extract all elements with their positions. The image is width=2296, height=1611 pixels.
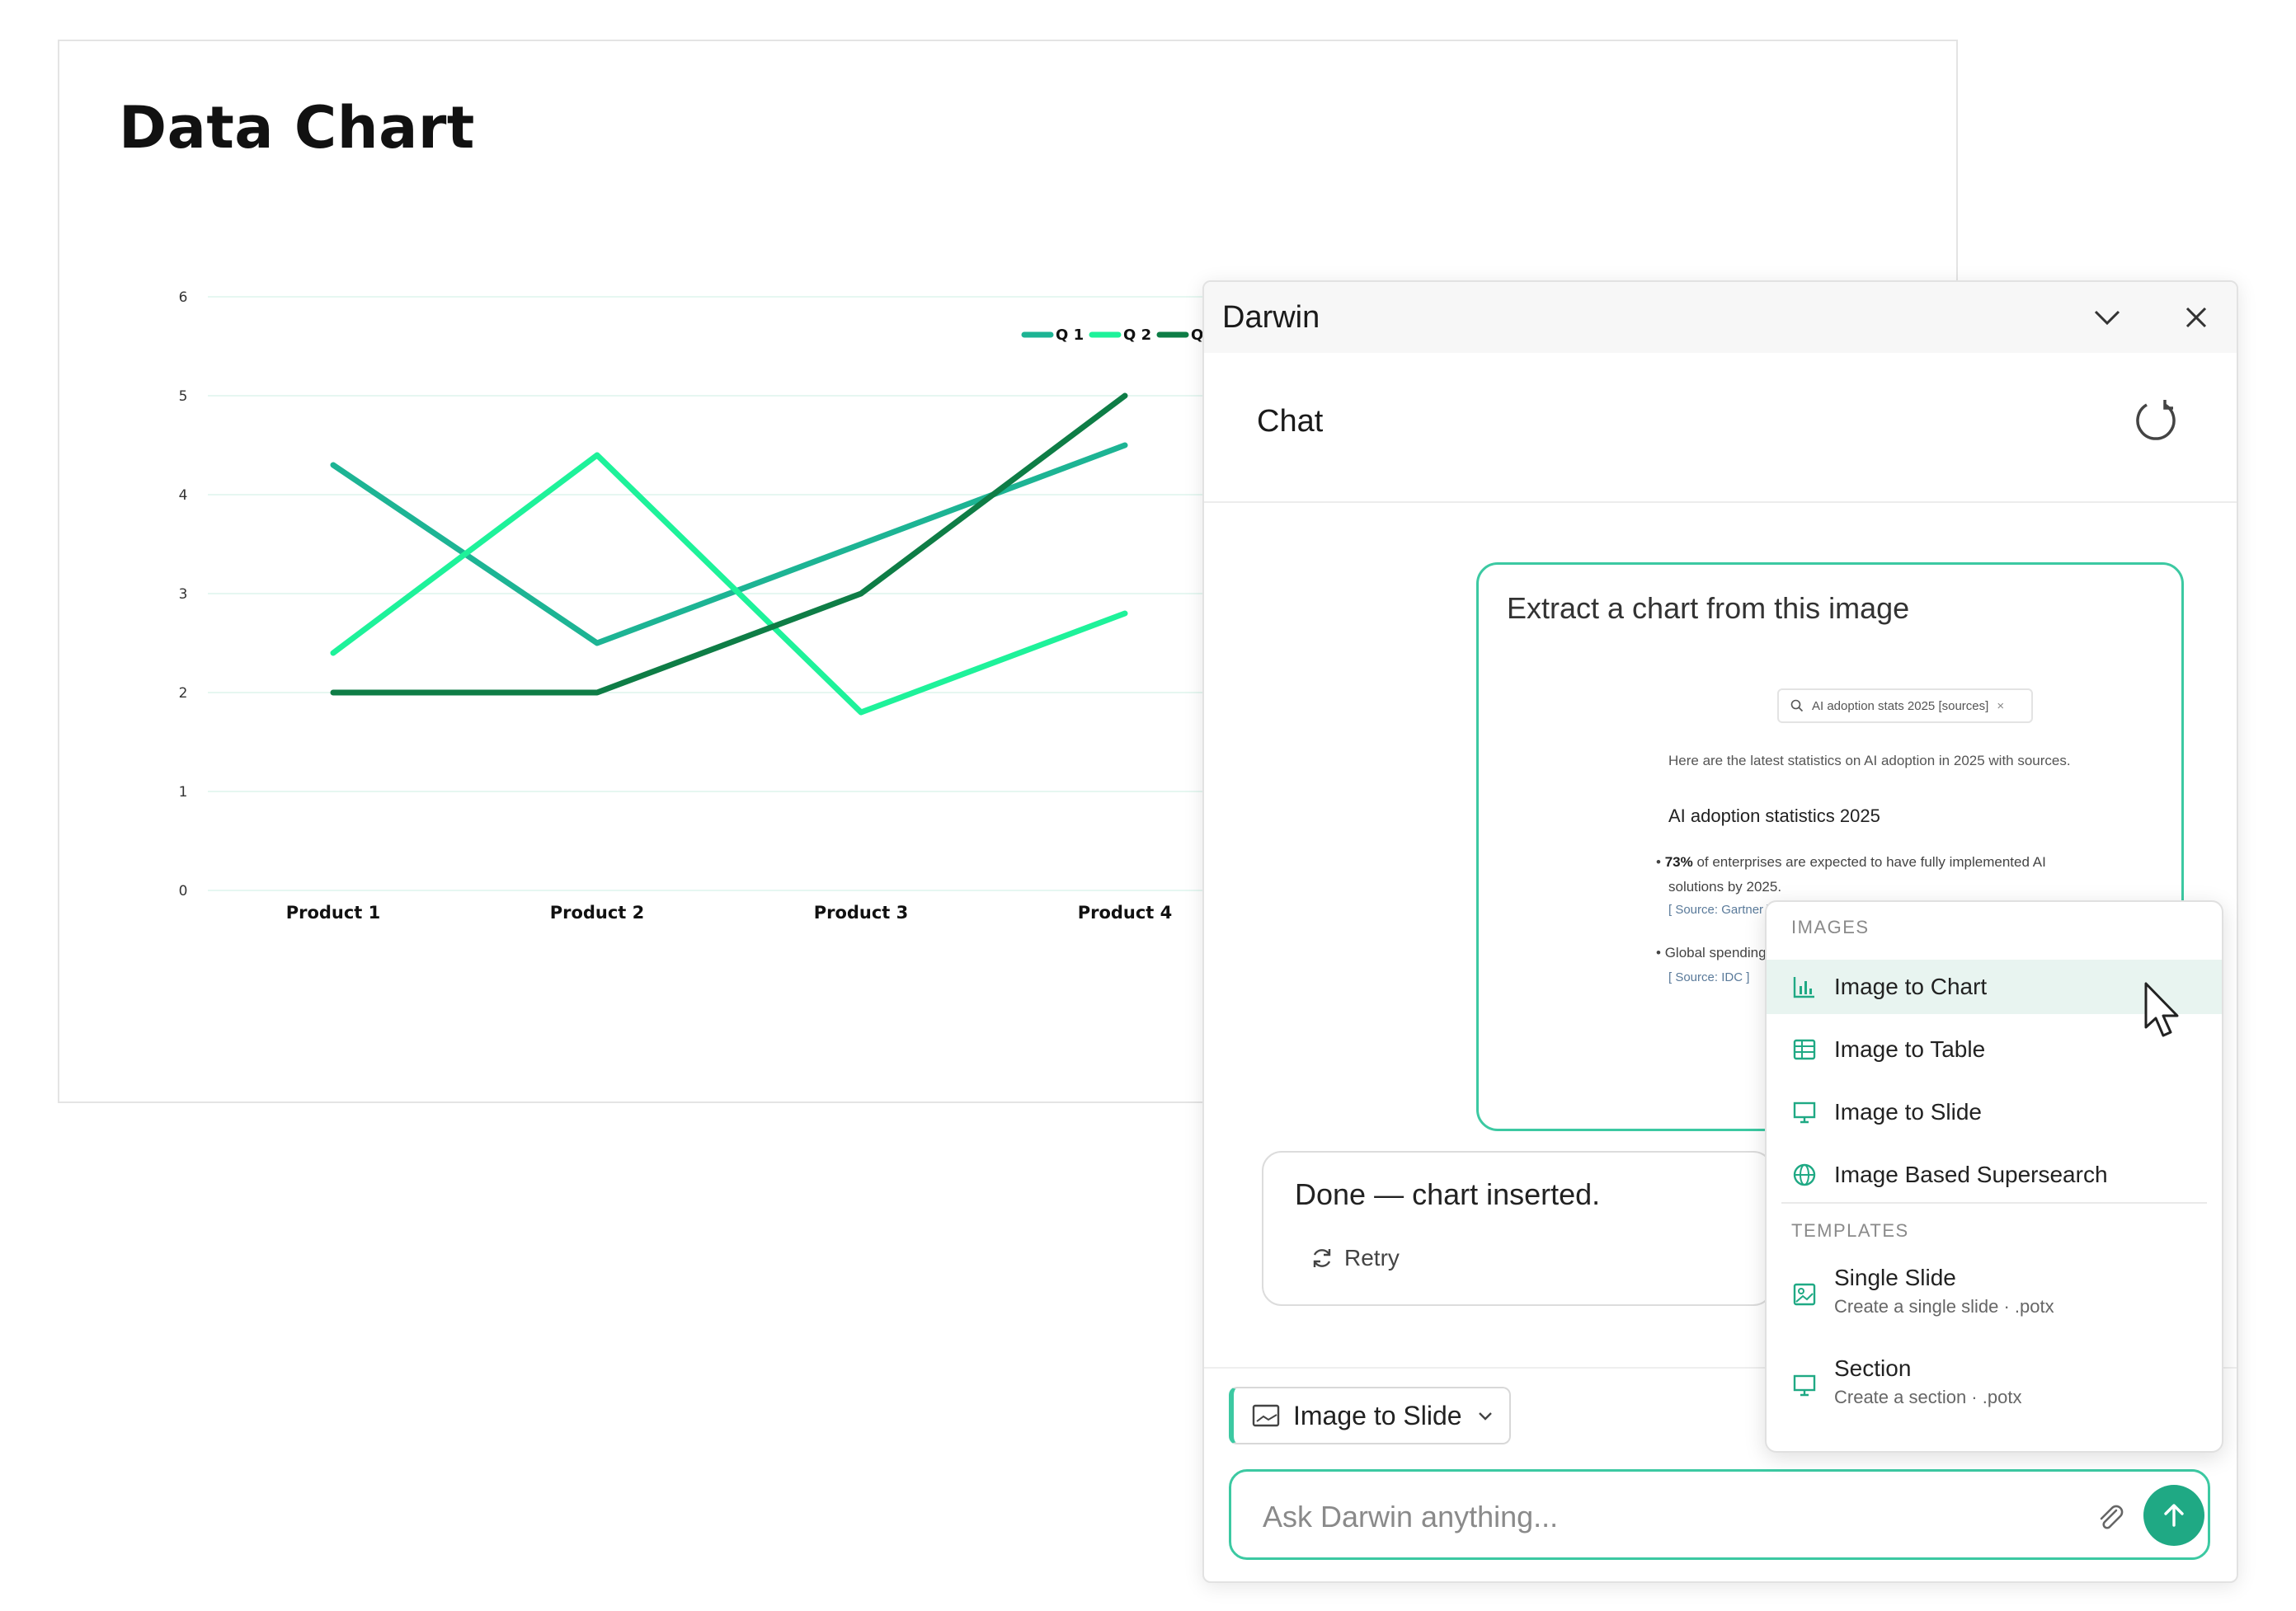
- x-tick-label: Product 2: [550, 903, 645, 923]
- y-tick-label: 1: [179, 784, 188, 801]
- close-icon: [2185, 307, 2207, 328]
- send-button[interactable]: [2143, 1485, 2204, 1546]
- chat-label: Chat: [1257, 404, 1324, 439]
- legend-entry: Q 1: [1021, 326, 1084, 344]
- image-icon: [1793, 1283, 1816, 1306]
- menu-section-images: IMAGES: [1791, 917, 1870, 937]
- menu-item-label: Image Based Supersearch: [1834, 1162, 2108, 1187]
- menu-item-image-to-table[interactable]: Image to Table: [1767, 1022, 2222, 1077]
- chart-legend: Q 1 Q 2 Q: [1021, 326, 1203, 344]
- menu-section-templates: TEMPLATES: [1791, 1220, 1909, 1241]
- assistant-message-text: Done — chart inserted.: [1295, 1177, 1601, 1211]
- image-icon: [1252, 1404, 1280, 1427]
- template-title: Section: [1834, 1355, 1912, 1381]
- presentation-icon: [1793, 1374, 1816, 1397]
- collapse-button[interactable]: [2087, 297, 2128, 338]
- y-tick-label: 3: [179, 586, 188, 603]
- user-message-text: Extract a chart from this image: [1507, 591, 1910, 625]
- mouse-cursor-icon: [2144, 982, 2179, 1037]
- attached-bullet-1-bold: 73%: [1664, 854, 1693, 870]
- menu-item-section[interactable]: Section Create a section · .potx: [1767, 1355, 2222, 1408]
- mode-selector[interactable]: Image to Slide: [1229, 1387, 1511, 1444]
- attached-intro: Here are the latest statistics on AI ado…: [1668, 753, 2071, 768]
- attached-source-1: [ Source: Gartner ]: [1668, 903, 1771, 917]
- menu-item-label: Image to Chart: [1834, 974, 1988, 999]
- x-tick-label: Product 4: [1078, 903, 1173, 923]
- attached-image[interactable]: AI adoption stats 2025 [sources] × Here …: [1561, 688, 2155, 985]
- menu-item-label: Image to Table: [1834, 1036, 1986, 1062]
- x-axis-ticks: Product 1 Product 2 Product 3 Product 4: [286, 903, 1173, 923]
- y-tick-label: 6: [179, 289, 188, 306]
- legend-label: Q: [1191, 326, 1203, 344]
- attached-search-text: AI adoption stats 2025 [sources]: [1812, 698, 1989, 713]
- composer-divider: [1204, 1367, 2237, 1369]
- menu-item-label: Image to Slide: [1834, 1099, 1982, 1125]
- legend-label: Q 2: [1123, 326, 1151, 344]
- attached-bullet-1-rest: of enterprises are expected to have full…: [1692, 854, 2046, 870]
- retry-button[interactable]: Retry: [1310, 1245, 1400, 1271]
- template-subtitle: Create a section · .potx: [1834, 1387, 2022, 1407]
- chart-grid: [208, 296, 1206, 891]
- close-button[interactable]: [2176, 297, 2217, 338]
- mode-selector-label: Image to Slide: [1293, 1400, 1462, 1430]
- y-tick-label: 4: [179, 487, 188, 504]
- legend-entry: Q: [1156, 326, 1203, 344]
- panel-title: Darwin: [1222, 300, 1320, 335]
- y-tick-label: 5: [179, 388, 188, 405]
- paperclip-icon: [2100, 1505, 2124, 1529]
- chat-input[interactable]: [1261, 1493, 2073, 1541]
- chat-input-box: [1229, 1469, 2210, 1560]
- panel-header: Darwin: [1204, 282, 2237, 353]
- retry-label: Retry: [1344, 1245, 1400, 1270]
- template-subtitle: Create a single slide · .potx: [1834, 1296, 2054, 1317]
- chat-bar: Chat: [1204, 353, 2237, 503]
- attached-heading: AI adoption statistics 2025: [1668, 806, 1880, 826]
- menu-item-single-slide[interactable]: Single Slide Create a single slide · .po…: [1767, 1265, 2222, 1317]
- bar-chart-icon: [1793, 977, 1814, 998]
- x-tick-label: Product 3: [814, 903, 909, 923]
- y-tick-label: 0: [179, 883, 188, 899]
- legend-entry: Q 2: [1089, 326, 1151, 344]
- chevron-down-icon: [2094, 310, 2120, 326]
- menu-item-image-to-slide[interactable]: Image to Slide: [1767, 1085, 2222, 1139]
- menu-divider: [1781, 1202, 2207, 1204]
- y-tick-label: 2: [179, 685, 188, 702]
- search-icon: [1790, 699, 1804, 712]
- attach-button[interactable]: [2089, 1496, 2130, 1538]
- attached-search-pill: AI adoption stats 2025 [sources] ×: [1777, 688, 2033, 723]
- attached-bullet-1: • 73% of enterprises are expected to hav…: [1656, 854, 2046, 870]
- template-title: Single Slide: [1834, 1265, 1956, 1290]
- chart-series: [330, 392, 1128, 716]
- attached-source-2: [ Source: IDC ]: [1668, 970, 1750, 984]
- attached-bullet-1-line2: solutions by 2025.: [1668, 879, 1782, 895]
- chevron-down-icon: [1478, 1412, 1492, 1421]
- menu-item-image-based-supersearch[interactable]: Image Based Supersearch: [1767, 1148, 2222, 1202]
- table-icon: [1793, 1039, 1816, 1060]
- arrow-up-icon: [2164, 1504, 2184, 1527]
- assistant-message-bubble: Done — chart inserted. Retry: [1262, 1151, 1773, 1306]
- presentation-icon: [1793, 1101, 1816, 1124]
- globe-icon: [1793, 1163, 1816, 1186]
- legend-label: Q 1: [1056, 326, 1084, 344]
- refresh-icon: [2136, 400, 2176, 440]
- series-line: [330, 442, 1128, 646]
- series-line: [330, 452, 1128, 716]
- close-icon: ×: [1997, 698, 2005, 713]
- slide-title[interactable]: Data Chart: [119, 94, 475, 162]
- retry-icon: [1313, 1249, 1331, 1267]
- y-axis-ticks: 0 1 2 3 4 5 6: [179, 289, 188, 899]
- series-line: [330, 392, 1128, 696]
- new-chat-button[interactable]: [2129, 394, 2182, 447]
- x-tick-label: Product 1: [286, 903, 381, 923]
